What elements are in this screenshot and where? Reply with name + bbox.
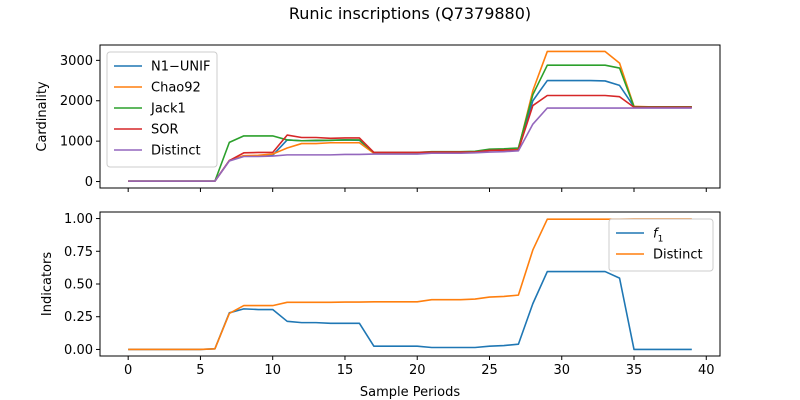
y-tick-label: 0.25 — [64, 310, 93, 325]
y-tick-label: 1.00 — [64, 212, 93, 227]
legend-label: Distinct — [653, 248, 703, 263]
y-axis-label: Cardinality — [35, 81, 50, 152]
x-tick-label: 20 — [409, 363, 426, 378]
legend-label: Chao92 — [151, 81, 201, 96]
x-tick-label: 5 — [196, 363, 204, 378]
y-tick-label: 0 — [85, 175, 93, 190]
x-tick-label: 15 — [337, 363, 354, 378]
x-tick-label: 40 — [698, 363, 715, 378]
legend-label: SOR — [151, 123, 179, 138]
x-tick-label: 0 — [124, 363, 132, 378]
y-tick-label: 3000 — [60, 54, 93, 69]
x-tick-label: 25 — [481, 363, 498, 378]
legend-box — [608, 218, 714, 272]
y-tick-label: 1000 — [60, 135, 93, 150]
x-tick-label: 35 — [626, 363, 643, 378]
y-tick-label: 0.00 — [64, 343, 93, 358]
series-line-distinct — [128, 218, 692, 351]
legend: N1−UNIF Chao92 Jack1 SOR Distinct — [106, 51, 218, 168]
x-tick-label: 10 — [264, 363, 281, 378]
figure-title: Runic inscriptions (Q7379880) — [289, 4, 531, 23]
series-line-distinct — [128, 107, 692, 182]
y-axis-label: Indicators — [40, 252, 55, 316]
bottom-chart-indicators: 0 5 10 15 20 25 30 35 40 0.00 0.25 0.50 0.75 1.00 Indi… — [40, 211, 721, 400]
axes-frame — [99, 44, 721, 189]
y-tick-label: 0.50 — [64, 278, 93, 293]
legend-box — [106, 51, 218, 168]
y-tick-label: 0.75 — [64, 245, 93, 260]
y-tick-label: 2000 — [60, 94, 93, 109]
legend-label: f1 — [653, 227, 663, 245]
legend-label: Distinct — [151, 144, 201, 159]
x-axis-label: Sample Periods — [360, 385, 460, 400]
legend: f1 Distinct — [608, 218, 714, 272]
legend-label: Jack1 — [150, 102, 186, 117]
x-tick-label: 30 — [553, 363, 570, 378]
top-chart-cardinality: 0 1000 2000 3000 Cardinality N1−UNIF Chao92 Jac… — [35, 44, 721, 192]
legend-label: N1−UNIF — [151, 60, 210, 75]
